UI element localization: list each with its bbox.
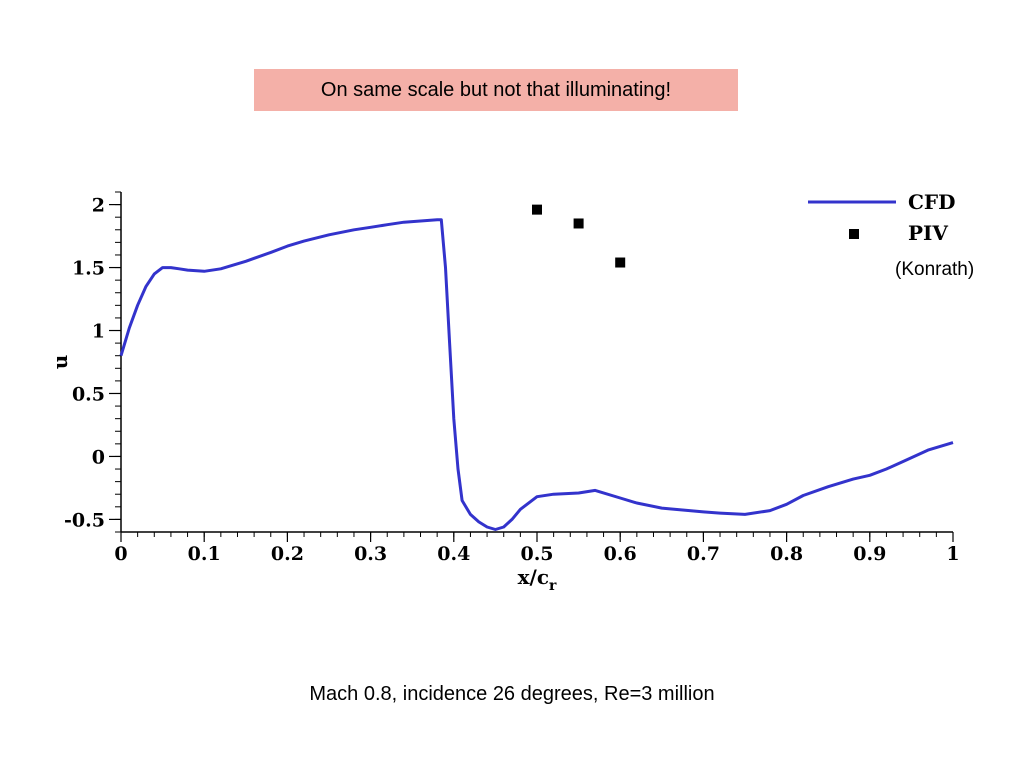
chart-legend: CFD PIV (Konrath)	[808, 190, 974, 280]
cfd-series-line	[119, 218, 954, 531]
chart-axes	[120, 192, 953, 533]
legend-cfd-label: CFD	[908, 190, 955, 214]
piv-point	[532, 204, 542, 215]
x-tick-label: 0.4	[437, 543, 470, 565]
y-tick-label: 0.5	[72, 383, 105, 405]
y-tick-label: 2	[92, 195, 105, 217]
y-tick-label: -0.5	[64, 509, 105, 531]
piv-point	[615, 257, 626, 268]
legend-piv-label: PIV	[908, 221, 948, 245]
x-tick-label: 0.1	[188, 543, 221, 565]
x-axis-ticks: 0 0.1 0.2 0.3 0.4 0.5 0.6 0.7 0.8 0.9 1	[114, 532, 960, 565]
legend-piv-swatch	[849, 229, 859, 239]
x-axis-title-main: x/c	[518, 565, 549, 589]
legend-source-note: (Konrath)	[895, 259, 974, 280]
chart-caption: Mach 0.8, incidence 26 degrees, Re=3 mil…	[309, 683, 715, 705]
x-tick-label: 0.9	[853, 543, 886, 565]
x-axis-title-subscript: r	[549, 578, 557, 594]
piv-point	[573, 218, 584, 229]
y-axis-ticks: -0.5 0 0.5 1 1.5 2	[64, 191, 121, 533]
x-tick-label: 0.6	[604, 543, 637, 565]
x-tick-label: 0	[114, 543, 127, 565]
x-tick-label: 0.2	[271, 543, 304, 565]
title-banner: On same scale but not that illuminating!	[254, 69, 738, 111]
x-tick-label: 0.5	[520, 543, 553, 565]
y-tick-label: 0	[92, 446, 105, 468]
y-axis-title: u	[48, 355, 72, 370]
y-tick-label: 1.5	[72, 258, 105, 280]
y-tick-label: 1	[92, 321, 105, 343]
x-axis-title: x/cr	[518, 565, 557, 594]
x-tick-label: 0.8	[770, 543, 803, 565]
x-tick-label: 1	[946, 543, 959, 565]
x-tick-label: 0.7	[687, 543, 720, 565]
chart-series	[119, 204, 954, 531]
x-tick-label: 0.3	[354, 543, 387, 565]
